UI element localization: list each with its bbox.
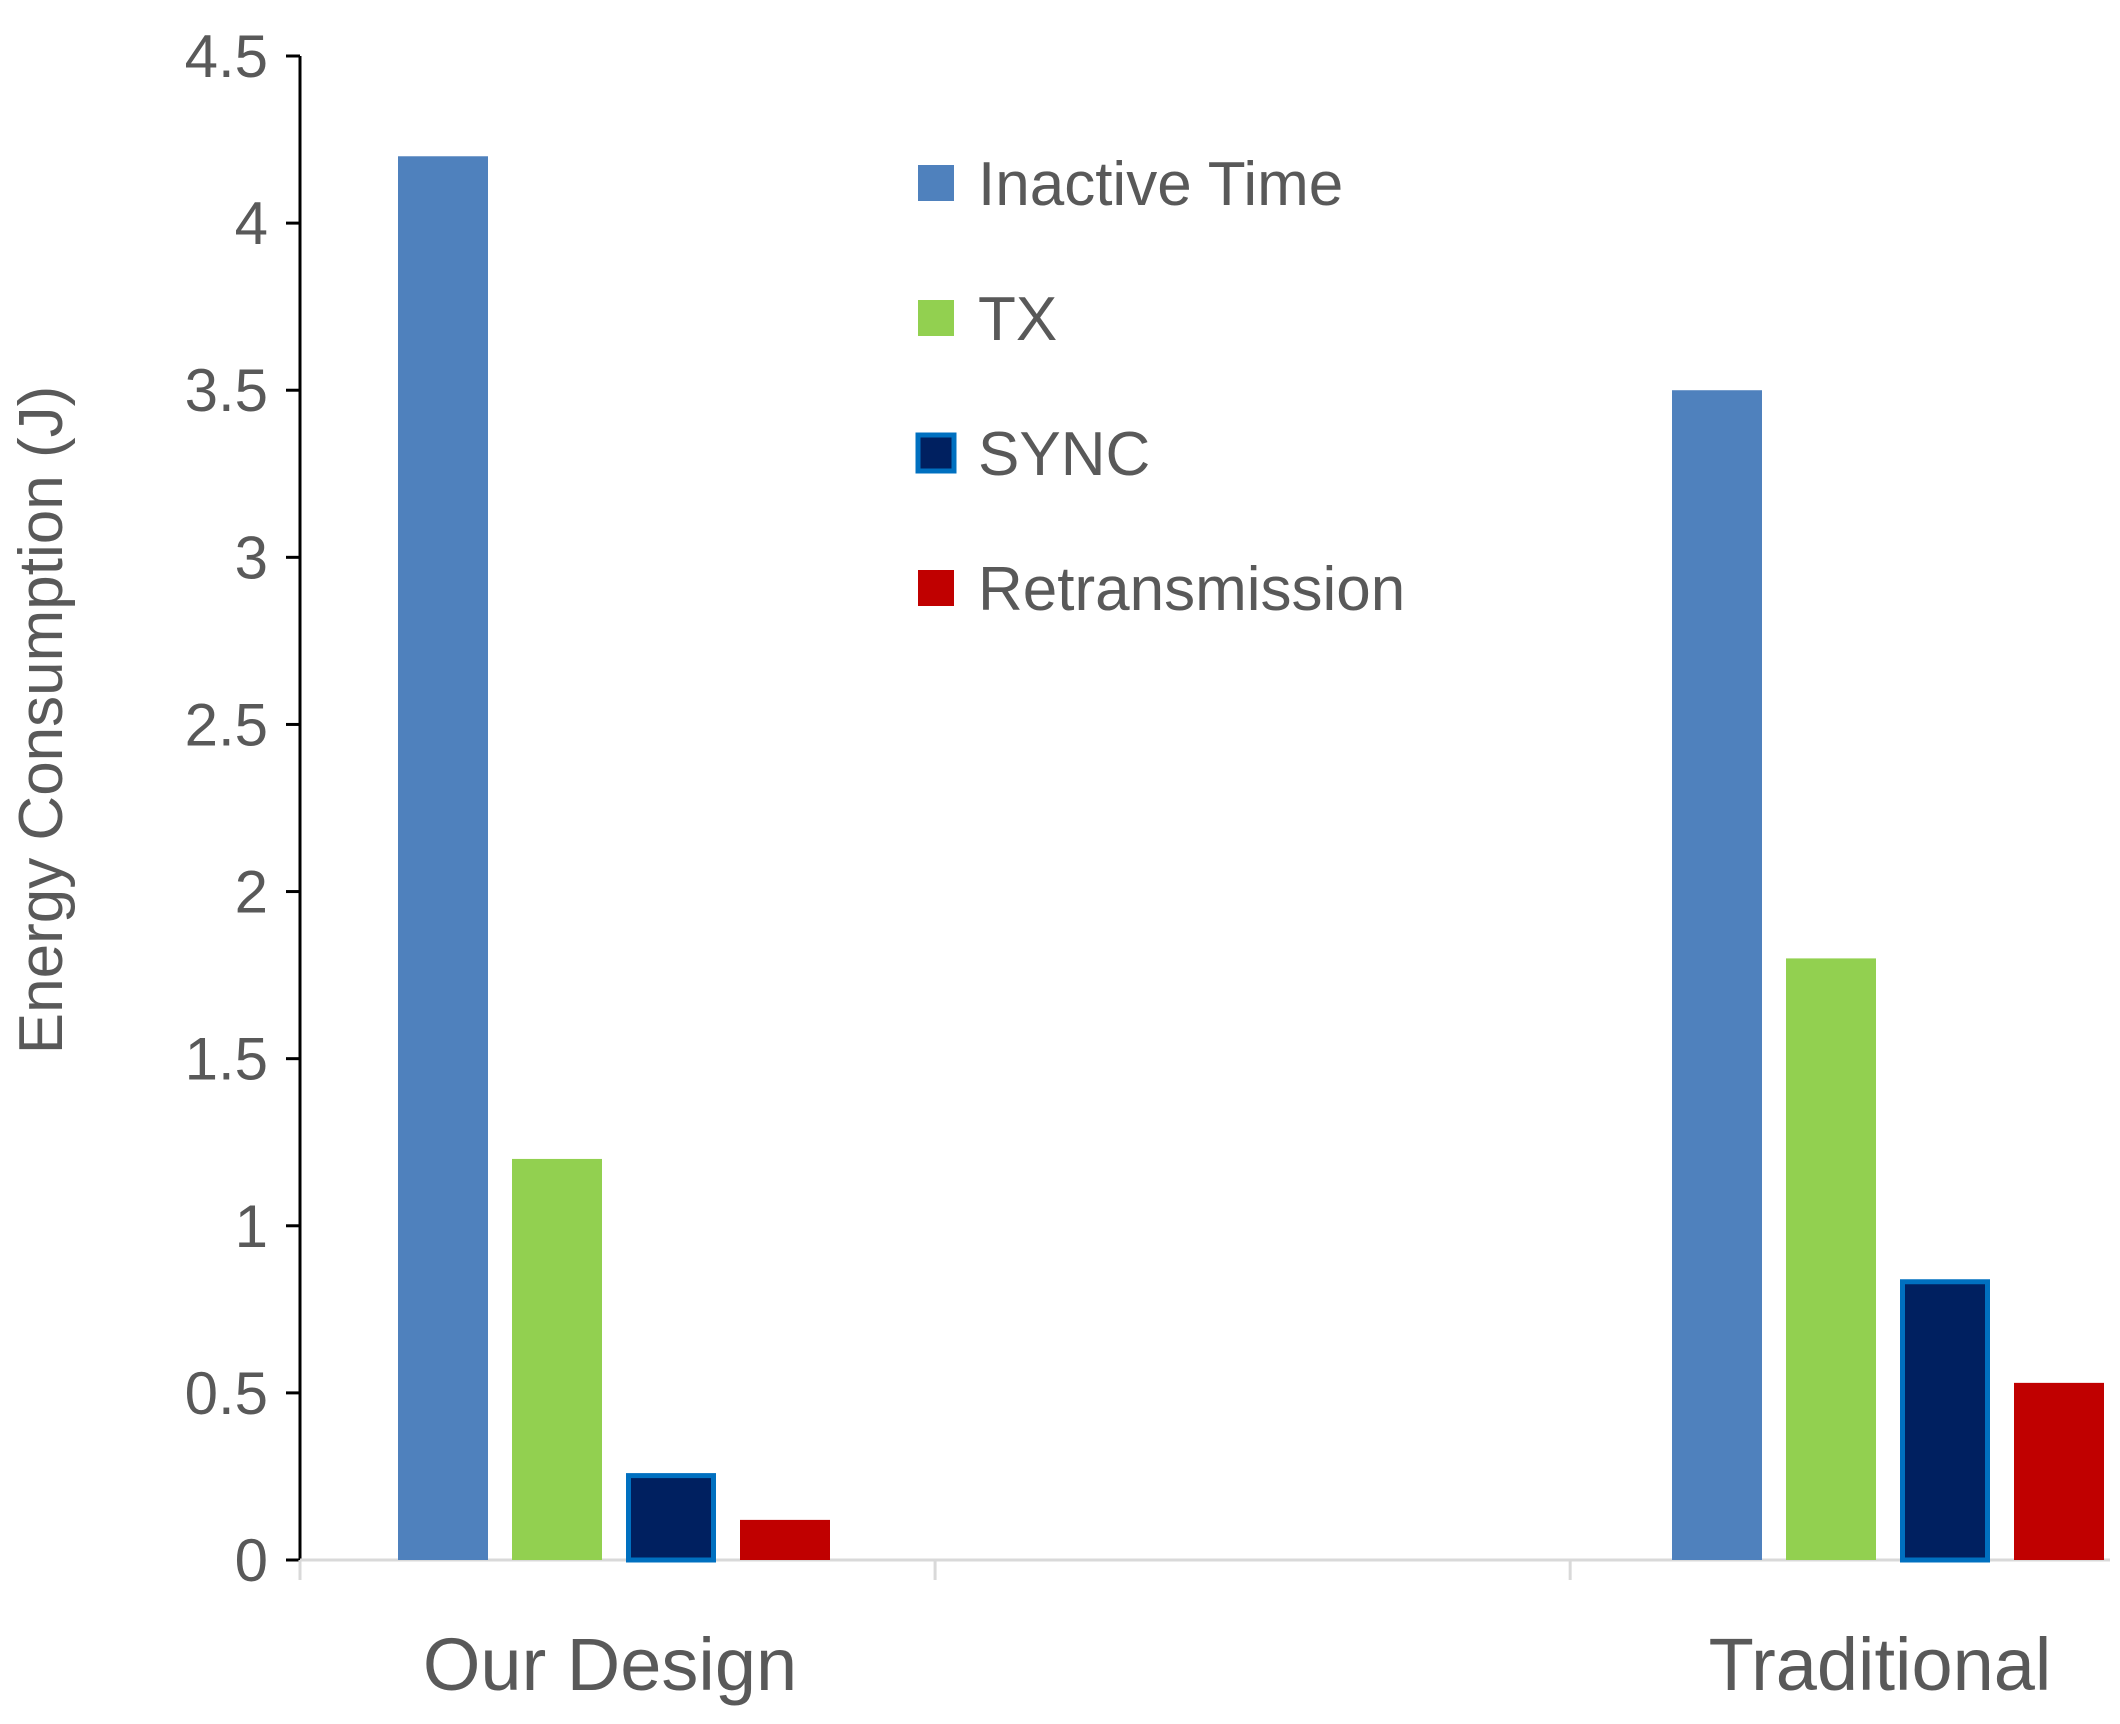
y-tick-label: 3	[235, 524, 268, 591]
bars	[398, 156, 2104, 1563]
legend-swatch-inactive-time	[918, 165, 954, 201]
y-tick-label: 0	[235, 1527, 268, 1594]
bar-inactive-time-traditional	[1672, 390, 1762, 1561]
bar-inactive-time-our-design	[398, 156, 488, 1561]
bar-tx-traditional	[1786, 958, 1876, 1560]
y-ticks: 0 0.5 1 1.5 2 2.5 3 3.5 4 4.5	[185, 23, 1572, 1594]
legend-swatch-retransmission	[918, 570, 954, 606]
y-tick-label: 3.5	[185, 357, 268, 424]
y-tick-label: 1	[235, 1193, 268, 1260]
legend-label: Retransmission	[978, 555, 1405, 624]
category-labels: Our Design Traditional	[423, 1623, 2052, 1706]
y-tick-label: 2.5	[185, 691, 268, 758]
y-axis-title: Energy Consumption (J)	[7, 386, 76, 1055]
legend-swatch-tx	[918, 300, 954, 336]
legend: Inactive Time TX SYNC Retransmission	[915, 150, 1405, 624]
bar-retransmission-traditional	[2014, 1382, 2104, 1560]
y-tick-label: 0.5	[185, 1360, 268, 1427]
x-category-label: Traditional	[1709, 1623, 2052, 1706]
legend-label: SYNC	[978, 420, 1150, 489]
legend-label: Inactive Time	[978, 150, 1343, 219]
legend-swatch-sync	[915, 432, 957, 474]
legend-label: TX	[978, 285, 1057, 354]
x-category-label: Our Design	[423, 1623, 797, 1706]
y-tick-label: 2	[235, 859, 268, 926]
bar-sync-traditional	[1900, 1279, 1990, 1563]
y-tick-label: 4	[235, 190, 268, 257]
bar-tx-our-design	[512, 1158, 602, 1560]
y-tick-label: 1.5	[185, 1026, 268, 1093]
bar-retransmission-our-design	[740, 1519, 830, 1560]
bar-sync-our-design	[626, 1473, 716, 1563]
y-tick-label: 4.5	[185, 23, 268, 90]
